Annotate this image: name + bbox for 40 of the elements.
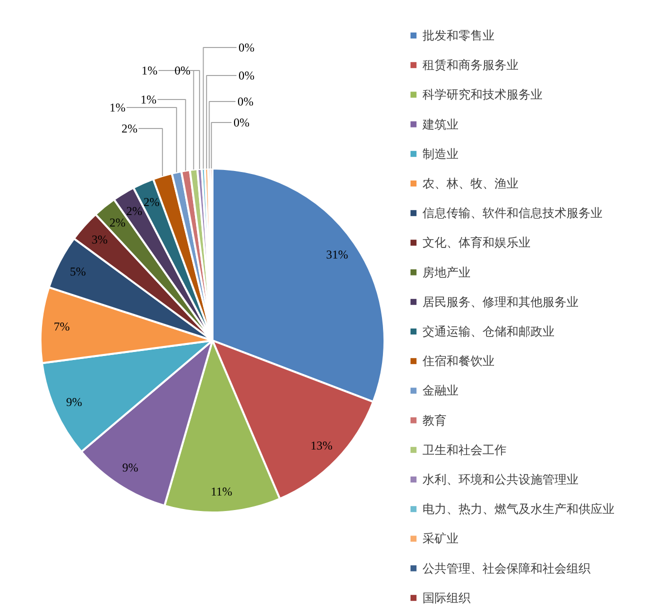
- data-label: 1%: [140, 92, 157, 106]
- legend-label: 科学研究和技术服务业: [422, 88, 542, 102]
- legend-label: 国际组织: [422, 590, 470, 605]
- data-label: 31%: [326, 248, 348, 262]
- data-label: 2%: [126, 204, 142, 218]
- legend-label: 文化、体育和娱乐业: [422, 236, 530, 250]
- data-label: 2%: [122, 122, 138, 136]
- legend-label: 教育: [422, 413, 446, 428]
- legend-label: 采矿业: [422, 532, 458, 546]
- data-label: 2%: [144, 194, 160, 209]
- legend-label: 交通运输、仓储和邮政业: [422, 324, 554, 338]
- legend-label: 房地产业: [422, 265, 470, 280]
- data-label: 0%: [238, 94, 254, 108]
- data-label: 2%: [109, 216, 126, 230]
- data-label: 7%: [54, 320, 70, 334]
- data-label: 1%: [110, 100, 126, 114]
- data-label: 0%: [238, 68, 254, 82]
- legend-label: 卫生和社会工作: [422, 442, 506, 457]
- legend-label: 建筑业: [422, 117, 458, 132]
- legend-label: 农、林、牧、渔业: [422, 176, 518, 190]
- data-label: 9%: [122, 460, 138, 475]
- data-label: 0%: [238, 40, 254, 54]
- data-label: 11%: [210, 484, 232, 499]
- data-label: 5%: [70, 264, 86, 278]
- data-label: 0%: [234, 116, 250, 130]
- data-label: 3%: [92, 232, 108, 247]
- data-label: 0%: [174, 64, 191, 78]
- legend-label: 制造业: [422, 146, 458, 161]
- legend-label: 金融业: [422, 384, 458, 398]
- data-label: 9%: [66, 394, 82, 409]
- data-label: 1%: [142, 64, 158, 78]
- legend-label: 租赁和商务服务业: [422, 58, 518, 72]
- legend-label: 居民服务、修理和其他服务业: [422, 294, 578, 309]
- legend-label: 信息传输、软件和信息技术服务业: [422, 206, 602, 220]
- data-label: 13%: [310, 438, 333, 452]
- legend-label: 住宿和餐饮业: [422, 354, 494, 368]
- legend-label: 水利、环境和公共设施管理业: [422, 472, 578, 486]
- legend-label: 电力、热力、燃气及水生产和供应业: [422, 502, 614, 516]
- legend-label: 公共管理、社会保障和社会组织: [422, 561, 590, 576]
- legend-label: 批发和零售业: [422, 28, 494, 42]
